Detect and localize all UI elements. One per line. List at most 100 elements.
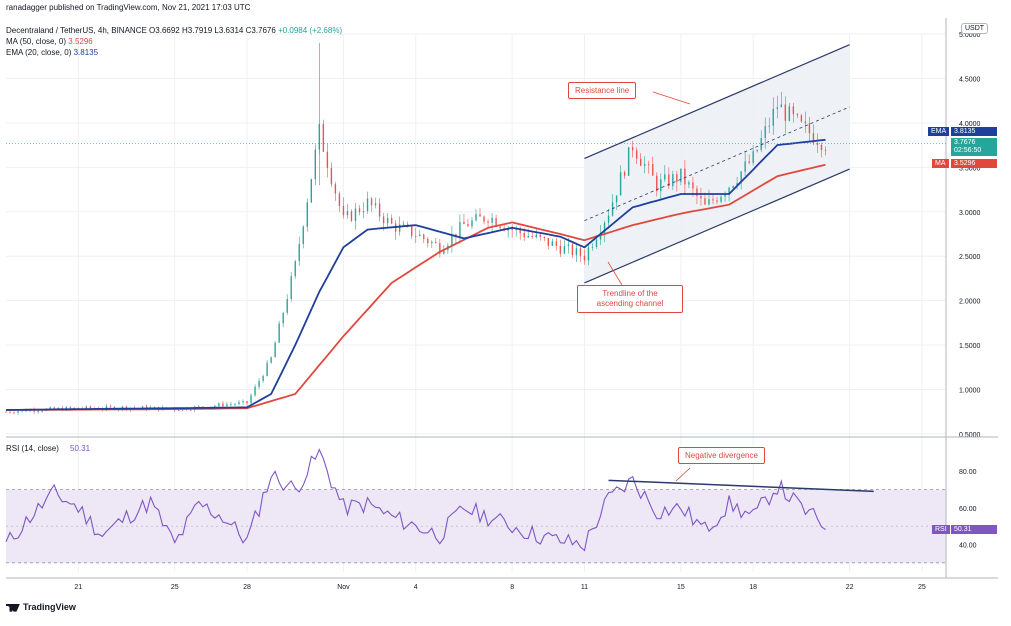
candle-body <box>808 123 811 134</box>
rsi-tag-label: RSI <box>932 525 950 534</box>
candle-body <box>776 107 778 109</box>
candle-body <box>736 183 738 187</box>
candle-body <box>153 407 156 408</box>
candle <box>716 196 718 205</box>
candle-body <box>121 406 124 409</box>
candle-body <box>603 222 606 234</box>
candle-body <box>294 261 296 277</box>
trendline-pointer <box>607 261 623 286</box>
price-tick-label: 0.5000 <box>959 432 981 439</box>
candle-body <box>423 234 425 239</box>
candle <box>660 173 662 200</box>
candle <box>439 239 441 258</box>
candle-body <box>784 104 787 121</box>
candle <box>342 197 345 219</box>
candle <box>322 119 325 153</box>
candle-body <box>471 220 473 227</box>
candle-body <box>712 199 714 201</box>
symbol: Decentraland / TetherUS, 4h, BINANCE <box>6 26 147 35</box>
candle <box>366 191 369 214</box>
candle <box>37 410 39 414</box>
candle <box>266 360 268 377</box>
tradingview-logo[interactable]: TradingView <box>6 602 76 612</box>
rsi-tick-label: 60.00 <box>959 506 977 513</box>
candle-body <box>728 187 730 195</box>
overlays <box>6 44 946 493</box>
ma-legend[interactable]: MA (50, close, 0) 3.5296 <box>6 37 93 46</box>
date-tick-label: 11 <box>581 584 588 591</box>
divergence-line <box>608 479 874 493</box>
candle-body <box>664 174 666 180</box>
candle <box>306 198 308 232</box>
author-line: ranadagger published on TradingView.com,… <box>6 3 251 12</box>
candle <box>423 233 425 244</box>
candle <box>680 168 682 186</box>
candle <box>744 151 746 176</box>
candle-body <box>53 407 55 409</box>
candle <box>330 162 333 188</box>
candle-body <box>226 404 228 407</box>
candle <box>234 402 236 407</box>
rsi-tag-value: 50.31 <box>951 525 997 534</box>
candle <box>656 172 658 197</box>
candle <box>676 170 678 192</box>
candle <box>820 142 823 158</box>
candle-body <box>222 403 224 407</box>
currency-button[interactable]: USDT <box>961 23 989 34</box>
price-tick-label: 2.5000 <box>959 254 981 261</box>
ema-legend[interactable]: EMA (20, close, 0) 3.8135 <box>6 48 98 57</box>
date-tick-label: 25 <box>171 584 179 591</box>
rsi-panel <box>5 448 946 564</box>
candle-body <box>587 247 590 261</box>
candle <box>346 203 349 219</box>
candle <box>274 341 276 358</box>
candle-body <box>69 407 71 409</box>
candle-body <box>370 198 373 206</box>
candle-body <box>250 395 252 404</box>
price-tick-label: 1.5000 <box>959 343 981 350</box>
date-tick-label: 15 <box>677 584 685 591</box>
candle <box>378 198 381 222</box>
candle-body <box>800 115 803 122</box>
ma-tag-label: MA <box>932 159 949 168</box>
candle <box>511 224 513 238</box>
candle-body <box>386 217 389 224</box>
candle <box>258 377 260 390</box>
candle-body <box>467 224 469 227</box>
candle <box>784 96 787 134</box>
candle-body <box>13 412 15 414</box>
tradingview-logo-icon <box>6 603 20 612</box>
candle <box>824 146 827 156</box>
candle <box>270 356 272 364</box>
candle-body <box>812 133 815 144</box>
candle-body <box>571 244 574 256</box>
candle-body <box>676 174 678 182</box>
candle <box>575 242 578 263</box>
candle <box>720 194 722 204</box>
candle-body <box>314 149 317 180</box>
candle-body <box>41 410 43 412</box>
candle <box>768 117 770 134</box>
candle-body <box>290 276 292 299</box>
candle-body <box>415 236 417 237</box>
candle-body <box>419 234 421 237</box>
candle <box>752 145 754 166</box>
candle <box>615 195 618 210</box>
candle <box>780 91 782 108</box>
candle-body <box>234 404 236 405</box>
price-tag: 3.7676 02:56:50 <box>951 138 997 156</box>
candle-body <box>535 234 537 238</box>
candle-body <box>298 243 300 262</box>
candle-body <box>764 126 766 139</box>
candle <box>262 374 264 383</box>
candle-body <box>77 407 80 409</box>
ema20-line <box>5 138 826 411</box>
candle <box>623 170 626 179</box>
candle <box>640 153 642 167</box>
candle-body <box>242 401 244 403</box>
candle <box>591 243 594 251</box>
candle-body <box>772 108 774 126</box>
candle-body <box>262 375 264 381</box>
candle <box>467 218 469 227</box>
